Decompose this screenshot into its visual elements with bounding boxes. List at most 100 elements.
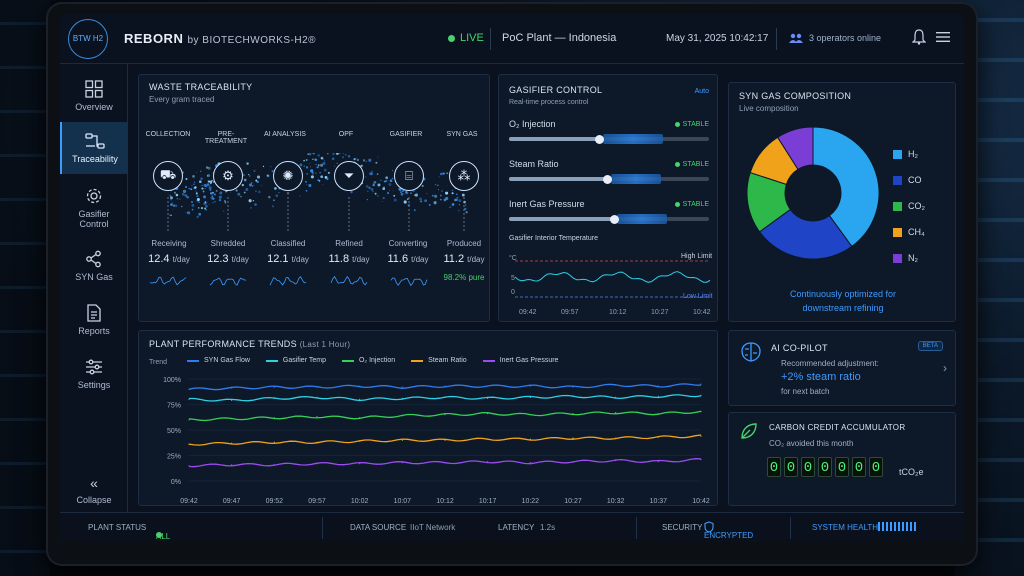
particle — [195, 191, 198, 193]
particle — [208, 180, 211, 183]
copilot-panel[interactable]: AI CO-PILOT BETA Recommended adjustment:… — [728, 330, 956, 406]
bell-icon[interactable] — [912, 29, 926, 45]
sidebar-item-traceability[interactable]: Traceability — [60, 122, 128, 174]
particle — [200, 184, 202, 187]
menu-icon[interactable] — [936, 31, 950, 43]
traceability-title: WASTE TRACEABILITY — [149, 82, 253, 92]
particle — [192, 175, 195, 178]
sidebar-collapse[interactable]: « Collapse — [60, 464, 128, 516]
particle — [305, 166, 309, 169]
particle — [391, 177, 394, 180]
particle — [205, 204, 208, 208]
sidebar-item-gasifier-control[interactable]: Gasifier Control — [60, 182, 128, 234]
legend-item: Steam Ratio — [411, 357, 467, 364]
particle — [224, 202, 227, 204]
sparkline — [149, 276, 187, 286]
data-point — [615, 437, 617, 439]
particle — [230, 192, 232, 194]
x-tick-label: 10:27 — [564, 498, 582, 505]
particle — [389, 190, 391, 192]
data-point — [273, 397, 275, 399]
data-point — [231, 442, 233, 444]
counter-digit: 0 — [784, 457, 798, 477]
particle — [451, 203, 455, 206]
truck-icon[interactable]: ⛟ — [153, 161, 183, 191]
particle — [387, 192, 390, 195]
particle — [365, 185, 369, 188]
particle — [385, 176, 389, 180]
operators-online[interactable]: 3 operators online — [789, 33, 881, 43]
legend-line — [187, 359, 199, 362]
particle — [363, 160, 365, 162]
particle — [326, 177, 329, 180]
status-dot-icon — [156, 532, 162, 538]
stage-name: COLLECTION — [145, 131, 191, 138]
stage-status: Classified — [270, 239, 306, 248]
particle — [186, 195, 189, 199]
o2-injection-slider[interactable] — [509, 134, 709, 144]
sparkline — [269, 276, 307, 286]
particle — [332, 153, 335, 156]
particle — [321, 157, 323, 159]
particle — [303, 165, 305, 167]
data-point — [615, 412, 617, 414]
slider-knob[interactable] — [603, 174, 612, 184]
data-point — [615, 384, 617, 386]
data-point — [401, 397, 403, 399]
particle — [451, 189, 454, 192]
syngas-donut-chart — [746, 126, 880, 260]
gear-icon[interactable]: ⚙ — [213, 161, 243, 191]
chevron-right-icon[interactable]: › — [943, 361, 947, 375]
filter-icon[interactable]: ⏷ — [334, 161, 364, 191]
particle — [261, 184, 263, 186]
particle — [188, 187, 190, 190]
particle — [299, 195, 301, 197]
inert-gas-pressure-slider[interactable] — [509, 214, 709, 224]
slider-knob[interactable] — [595, 134, 604, 144]
brain-icon[interactable]: ✺ — [273, 161, 303, 191]
stage-status: Converting — [388, 239, 428, 248]
slider-knob[interactable] — [610, 214, 619, 224]
particle — [338, 153, 341, 155]
molecule-icon[interactable]: ⁂ — [449, 161, 479, 191]
live-indicator: LIVE — [448, 32, 484, 44]
particle — [218, 198, 222, 202]
slider-glow — [611, 174, 661, 184]
particle — [214, 200, 216, 203]
data-point — [615, 460, 617, 462]
particle — [372, 182, 375, 185]
particle — [375, 161, 378, 164]
gasifier-icon[interactable]: ⌸ — [394, 161, 424, 191]
status-bar: PLANT STATUS ALL SYSTEMS NORMAL DATA SOU… — [60, 512, 964, 542]
mode-toggle[interactable]: Auto — [694, 88, 709, 95]
control-label: O₂ Injection — [509, 119, 556, 129]
particle — [400, 191, 402, 193]
legend-item-n2: N₂ — [893, 253, 918, 263]
x-tick-label: 10:07 — [394, 498, 412, 505]
stage-throughput: 11.6 t/day — [387, 253, 429, 265]
stage-status: Shredded — [210, 239, 246, 248]
particle — [336, 153, 339, 155]
sidebar-item-syn-gas[interactable]: SYN Gas — [60, 240, 128, 292]
particle — [248, 183, 253, 187]
x-tick-label: 10:17 — [479, 498, 497, 505]
sidebar-item-reports[interactable]: Reports — [60, 294, 128, 346]
gear-icon — [86, 188, 102, 204]
particle — [434, 194, 438, 198]
sidebar-item-settings[interactable]: Settings — [60, 348, 128, 400]
steam-ratio-slider[interactable] — [509, 174, 709, 184]
particle — [392, 190, 394, 192]
data-point — [401, 439, 403, 441]
legend-line — [411, 359, 424, 362]
particle — [372, 190, 374, 193]
data-point — [316, 463, 318, 465]
sidebar-item-overview[interactable]: Overview — [60, 70, 128, 122]
particle — [438, 189, 440, 191]
particle — [266, 174, 269, 177]
sidebar-item-label: Traceability — [72, 154, 118, 164]
particle — [363, 159, 365, 162]
particle — [433, 201, 437, 205]
stage-status: Receiving — [151, 239, 187, 248]
data-point — [529, 385, 531, 387]
particle — [204, 187, 206, 190]
